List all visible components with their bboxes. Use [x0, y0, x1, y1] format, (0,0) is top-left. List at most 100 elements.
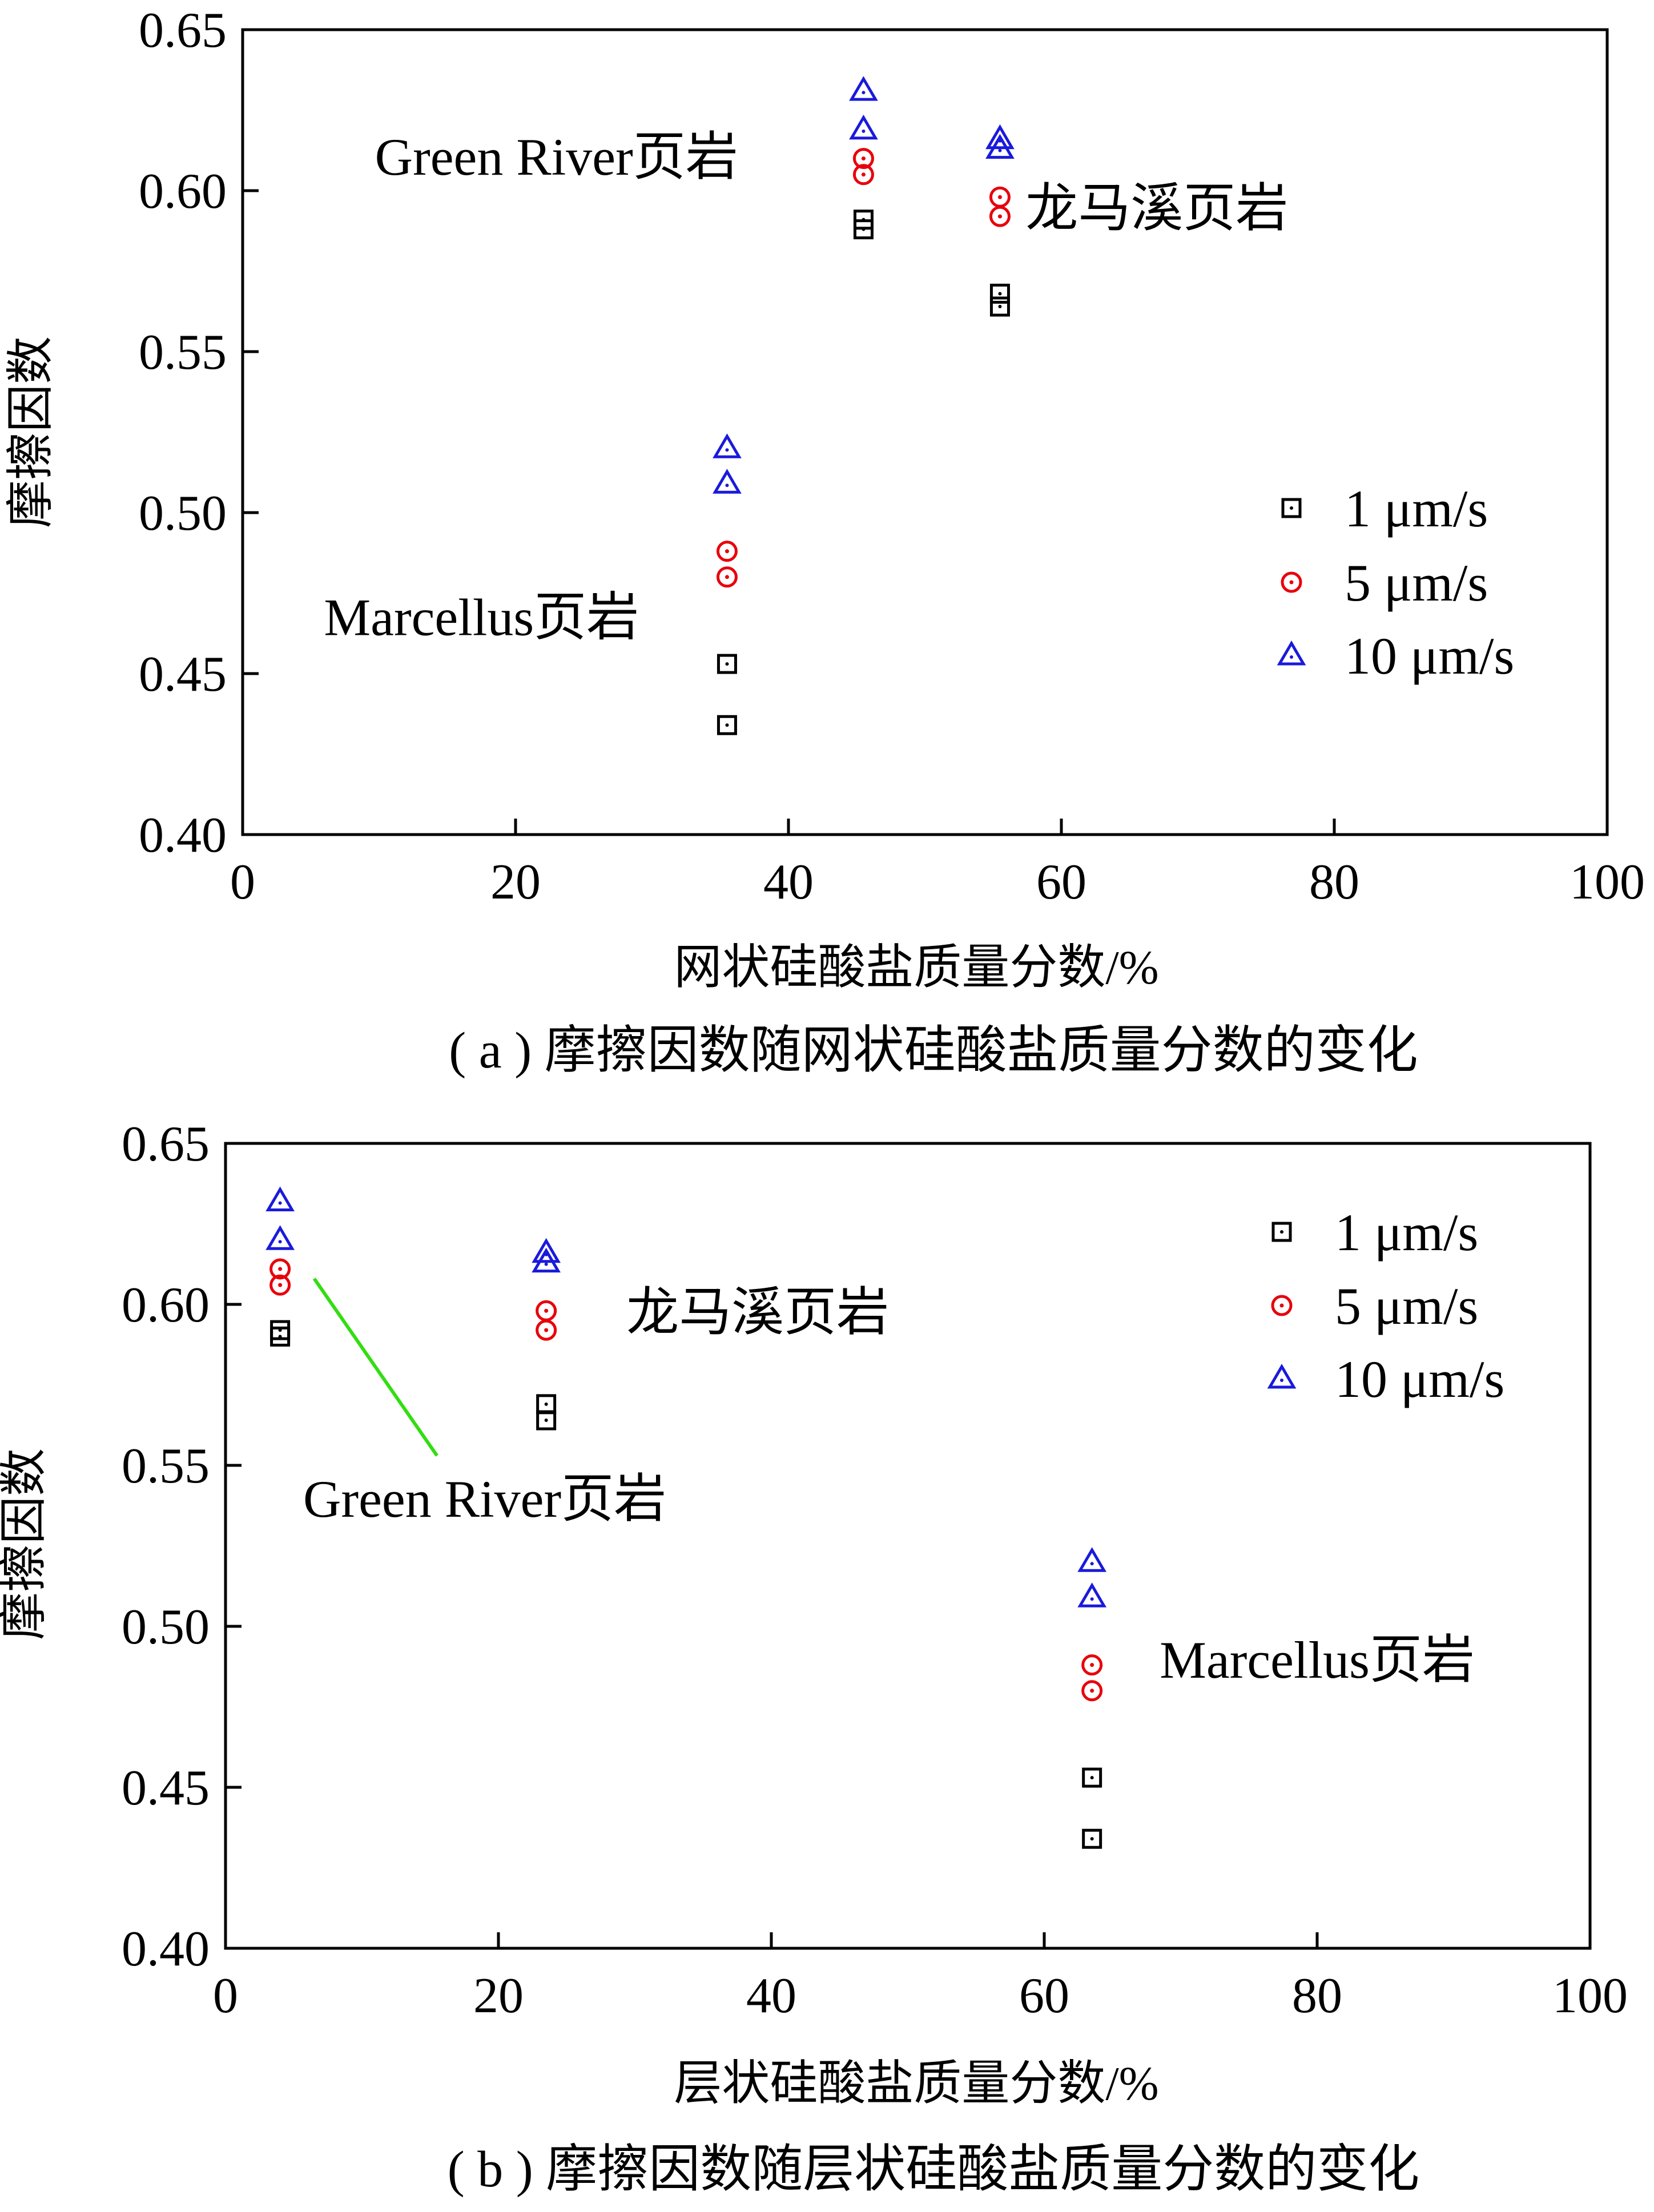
data-point-marker-dot — [544, 1262, 548, 1266]
data-point — [1077, 1582, 1107, 1607]
x-tick-labels-a: 0 20 40 60 80 100 — [230, 855, 1645, 910]
data-point-marker-square — [989, 283, 1010, 304]
data-point — [849, 76, 878, 101]
y-tick-label: 0.45 — [139, 647, 227, 702]
legend-marker-dot — [1290, 655, 1293, 659]
data-point — [849, 114, 878, 140]
data-point-marker-dot — [861, 172, 866, 177]
legend-marker-triangle — [1267, 1364, 1297, 1389]
legend-marker-dot — [1280, 1230, 1283, 1234]
plot-frame-a — [241, 28, 1609, 836]
x-tick-label: 40 — [763, 855, 814, 910]
data-point — [1081, 1654, 1103, 1676]
data-point-marker-dot — [1090, 1663, 1094, 1667]
y-tick-labels-a: 0.40 0.45 0.50 0.55 0.60 0.65 — [139, 3, 227, 863]
x-tick-label: 100 — [1570, 855, 1645, 910]
legend-item: 10 μm/s — [1277, 627, 1514, 685]
legend-label: 10 μm/s — [1335, 1350, 1504, 1408]
data-point-marker-dot — [1090, 1689, 1094, 1693]
data-point-marker-dot — [278, 1328, 282, 1332]
legend-label: 10 μm/s — [1345, 627, 1514, 685]
x-axis-title-a: 网状硅酸盐质量分数/% — [674, 941, 1158, 994]
leader-line-b — [312, 1278, 438, 1457]
data-point — [1082, 1828, 1102, 1849]
ticks-b — [226, 1303, 1319, 1948]
legend-marker-dot — [1289, 580, 1294, 585]
data-point — [265, 1186, 295, 1212]
y-tick-label: 0.55 — [122, 1439, 210, 1494]
data-point-marker-dot — [544, 1252, 548, 1256]
data-point-marker-dot — [278, 1240, 282, 1244]
data-point — [269, 1274, 291, 1296]
data-point-marker-square — [1082, 1767, 1102, 1788]
data-point-marker-triangle — [713, 433, 742, 458]
data-point-marker-dot — [1090, 1562, 1094, 1566]
data-point-marker-triangle — [713, 469, 742, 494]
y-tick-label: 0.65 — [122, 1117, 210, 1172]
data-point-marker-square — [270, 1320, 291, 1340]
data-point — [536, 1410, 557, 1431]
data-point-marker-dot — [861, 156, 866, 161]
data-point-marker-circle — [989, 186, 1011, 208]
data-point-marker-square — [717, 715, 737, 735]
data-point-marker-circle — [1081, 1654, 1103, 1676]
data-point — [716, 566, 738, 588]
ticks-a — [243, 189, 1336, 835]
legend-marker-square — [1281, 498, 1302, 518]
chart-panel-b: 0 20 40 60 80 100 0.40 0.45 0.50 0.55 0.60 0.65 龙马… — [0, 1117, 1628, 2198]
data-point — [269, 1258, 291, 1280]
data-point-marker-dot — [725, 448, 729, 452]
data-point-marker-dot — [725, 484, 729, 487]
data-point — [989, 296, 1010, 317]
data-point-marker-circle — [852, 148, 874, 170]
data-point-marker-dot — [725, 723, 729, 727]
data-point-marker-circle — [1081, 1680, 1103, 1702]
legend-label: 1 μm/s — [1345, 480, 1488, 538]
x-tick-label: 20 — [490, 855, 541, 910]
data-point-marker-dot — [862, 129, 866, 133]
data-point — [717, 715, 737, 735]
data-point-marker-circle — [852, 164, 874, 186]
x-tick-label: 20 — [473, 1968, 524, 2024]
data-point-marker-dot — [278, 1267, 283, 1271]
data-point — [989, 206, 1011, 227]
x-tick-label: 0 — [230, 855, 255, 910]
data-point-marker-dot — [997, 195, 1002, 199]
data-point-marker-dot — [1090, 1597, 1094, 1601]
data-point-marker-dot — [544, 1328, 549, 1332]
data-point-marker-dot — [998, 292, 1002, 296]
data-point — [713, 433, 742, 458]
data-point-marker-circle — [536, 1300, 557, 1321]
markers-b — [265, 1186, 1107, 1849]
legend-marker-dot — [1279, 1303, 1284, 1308]
data-point-marker-circle — [269, 1274, 291, 1296]
data-point — [985, 124, 1015, 150]
y-tick-labels-b: 0.40 0.45 0.50 0.55 0.60 0.65 — [122, 1117, 210, 1977]
y-tick-label: 0.40 — [122, 1921, 210, 1977]
y-tick-label: 0.60 — [122, 1278, 210, 1333]
data-point-marker-dot — [1090, 1837, 1094, 1841]
data-point-marker-triangle — [265, 1225, 295, 1250]
data-point-marker-triangle — [265, 1186, 295, 1212]
data-point-marker-dot — [544, 1308, 549, 1313]
data-point-marker-square — [853, 209, 874, 230]
data-point — [1082, 1767, 1102, 1788]
legend-item: 5 μm/s — [1281, 554, 1488, 612]
data-point-marker-dot — [998, 148, 1002, 152]
x-axis-title-b: 层状硅酸盐质量分数/% — [674, 2057, 1158, 2110]
data-point — [1077, 1547, 1107, 1572]
data-point-marker-dot — [544, 1402, 548, 1406]
data-point-marker-triangle — [849, 114, 878, 140]
data-point-marker-dot — [997, 214, 1002, 219]
data-point — [265, 1225, 295, 1250]
data-point-marker-circle — [716, 566, 738, 588]
legend-marker-circle — [1281, 571, 1302, 593]
data-point-marker-square — [989, 296, 1010, 317]
plot-frame-b — [224, 1142, 1592, 1950]
data-point-marker-dot — [998, 139, 1002, 143]
data-point — [532, 1238, 561, 1263]
data-point — [536, 1319, 557, 1341]
data-point-marker-square — [717, 654, 737, 674]
y-axis-title-a: 摩擦因数 — [5, 336, 58, 528]
